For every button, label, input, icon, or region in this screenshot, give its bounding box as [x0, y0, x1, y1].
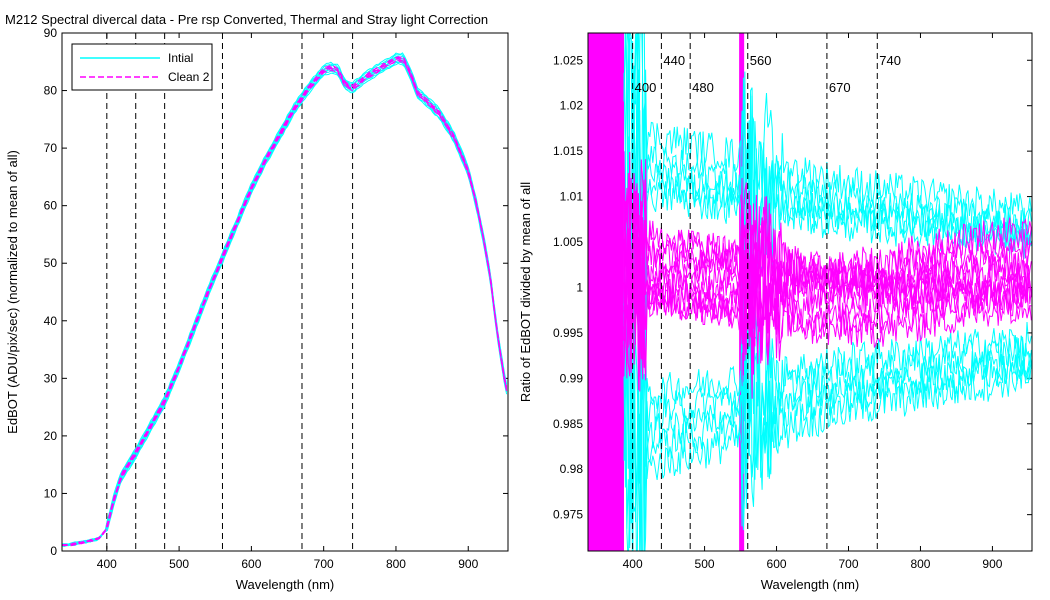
- x-tick-label: 600: [767, 557, 787, 571]
- x-tick-label: 800: [910, 557, 930, 571]
- y-axis-label: EdBOT (ADU/pix/sec) (normalized to mean …: [5, 150, 20, 434]
- series-line-clean-2: [62, 56, 508, 546]
- y-tick-label: 10: [44, 486, 58, 500]
- y-tick-label: 1.01: [560, 190, 584, 204]
- series-line-intial: [62, 52, 508, 545]
- x-tick-label: 700: [314, 557, 334, 571]
- y-tick-label: 1.005: [553, 235, 583, 249]
- x-axis-label: Wavelength (nm): [236, 577, 335, 592]
- marker-label-670: 670: [829, 80, 851, 95]
- series-line-intial: [62, 62, 508, 548]
- marker-label-740: 740: [879, 53, 901, 68]
- series-line-intial: [623, 278, 1032, 551]
- x-tick-label: 400: [97, 557, 117, 571]
- x-tick-label: 700: [838, 557, 858, 571]
- y-tick-label: 1.015: [553, 144, 583, 158]
- y-tick-label: 1.02: [560, 99, 584, 113]
- y-tick-label: 0.975: [553, 508, 583, 522]
- y-tick-label: 80: [44, 84, 58, 98]
- x-tick-label: 500: [169, 557, 189, 571]
- series-line-clean-2: [623, 177, 1032, 372]
- right-chart: 400 500 600 700 800 900 0.975 0.98 0.985 0.99 0.99…: [518, 32, 1033, 592]
- left-plot-area: [62, 33, 508, 551]
- series-line-clean-2: [623, 214, 1032, 391]
- x-axis-label: Wavelength (nm): [761, 577, 860, 592]
- y-tick-label: 70: [44, 141, 58, 155]
- y-tick-label: 1.025: [553, 53, 583, 67]
- plot-frame: [587, 32, 1033, 552]
- x-tick-label: 400: [623, 557, 643, 571]
- left-chart: 400 500 600 700 800 900 0 10 20 30 40 50 60 70 80 90 Wav…: [5, 26, 509, 592]
- legend-label: Intial: [168, 51, 193, 65]
- y-tick-label: 0: [50, 544, 57, 558]
- y-tick-label: 0.98: [560, 462, 584, 476]
- plot-frame: [61, 32, 509, 552]
- series-line-intial: [62, 61, 508, 547]
- legend: Intial Clean 2: [71, 43, 213, 91]
- series-line-clean-2: [62, 59, 508, 547]
- x-tick-label: 900: [458, 557, 478, 571]
- y-tick-label: 1: [576, 280, 583, 294]
- y-tick-label: 50: [44, 256, 58, 270]
- x-tick-label: 900: [982, 557, 1002, 571]
- series-line-intial: [623, 33, 1032, 326]
- y-tick-label: 30: [44, 371, 58, 385]
- series-line-intial: [623, 33, 1032, 329]
- x-tick-label: 600: [241, 557, 261, 571]
- series-line-clean-2: [623, 199, 1032, 377]
- series-line-clean-2: [62, 59, 508, 547]
- y-axis-label: Ratio of EdBOT divided by mean of all: [518, 182, 533, 402]
- y-tick-label: 60: [44, 199, 58, 213]
- y-tick-label: 0.985: [553, 417, 583, 431]
- series-line-clean-2: [623, 159, 1032, 347]
- x-tick-label: 800: [386, 557, 406, 571]
- noise-block-short: [588, 33, 624, 551]
- legend-box: [71, 43, 213, 91]
- marker-label-480: 480: [692, 80, 714, 95]
- marker-label-560: 560: [750, 53, 772, 68]
- legend-label: Clean 2: [168, 70, 210, 84]
- figure-title: M212 Spectral divercal data - Pre rsp Co…: [5, 12, 489, 27]
- series-line-clean-2: [623, 151, 1032, 334]
- right-plot-area: [588, 33, 1032, 551]
- series-line-clean-2: [623, 151, 1032, 350]
- marker-label-400: 400: [635, 80, 657, 95]
- series-line-clean-2: [62, 58, 508, 546]
- marker-label-440: 440: [663, 53, 685, 68]
- series-line-intial: [623, 285, 1032, 524]
- x-tick-label: 500: [695, 557, 715, 571]
- y-tick-label: 20: [44, 429, 58, 443]
- y-tick-label: 0.99: [560, 371, 584, 385]
- y-tick-label: 90: [44, 26, 58, 40]
- y-tick-label: 0.995: [553, 326, 583, 340]
- series-line-intial: [623, 191, 1032, 551]
- y-tick-label: 40: [44, 314, 58, 328]
- series-line-intial: [62, 60, 508, 547]
